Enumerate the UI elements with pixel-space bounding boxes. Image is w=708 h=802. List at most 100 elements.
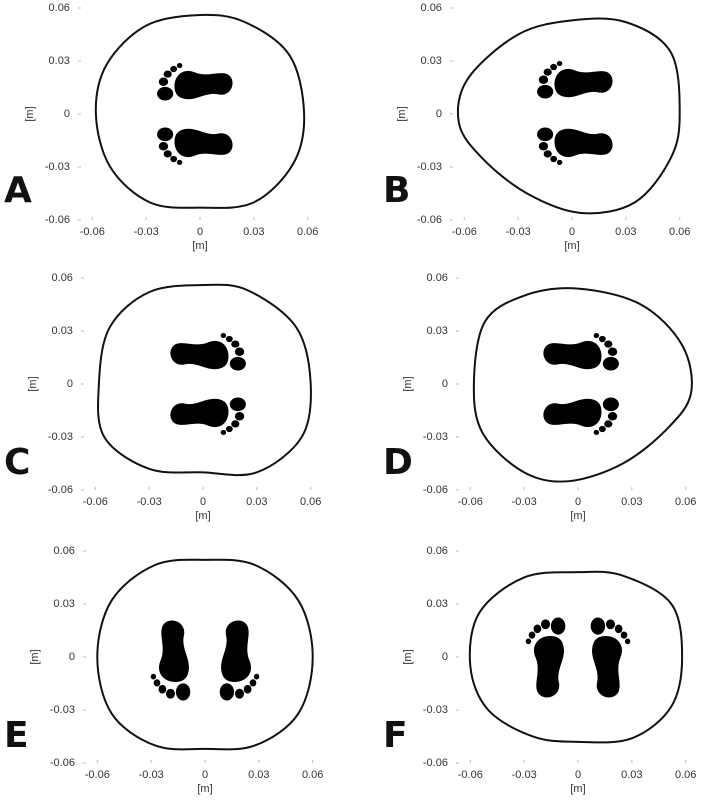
x-tick-label: -0.06 xyxy=(85,769,110,781)
footprint xyxy=(537,61,613,99)
y-tick-label: 0.06 xyxy=(52,272,73,284)
y-tick-label: -0.06 xyxy=(45,214,70,226)
footprint xyxy=(219,620,260,701)
x-tick-label: 0.06 xyxy=(675,496,696,508)
y-tick-label: -0.06 xyxy=(417,214,442,226)
x-axis-label: [m] xyxy=(564,240,579,252)
y-axis-label: [m] xyxy=(402,649,414,664)
y-tick-label: 0.06 xyxy=(49,2,70,14)
y-tick-label: 0.03 xyxy=(427,325,448,337)
panel: -0.06 -0.03 0 0.03 0.06 -0.06 -0.03 0 0.03 0.06 [m… xyxy=(383,272,696,522)
y-tick-label: 0.06 xyxy=(427,272,448,284)
outline xyxy=(96,558,314,751)
x-tick-label: 0.03 xyxy=(248,769,269,781)
x-axis-label: [m] xyxy=(570,510,585,522)
x-tick-label: 0.03 xyxy=(246,496,267,508)
y-axis-label: [m] xyxy=(29,649,41,664)
x-tick-label: 0.03 xyxy=(621,496,642,508)
footprint xyxy=(525,617,566,698)
x-tick-label: -0.03 xyxy=(512,496,537,508)
outline xyxy=(96,283,312,477)
y-tick-label: -0.06 xyxy=(48,484,73,496)
footprint xyxy=(170,333,246,371)
x-tick-label: -0.06 xyxy=(83,496,108,508)
y-tick-label: -0.06 xyxy=(423,484,448,496)
footprint xyxy=(157,127,233,165)
y-tick-label: -0.03 xyxy=(423,431,448,443)
x-tick-label: 0.06 xyxy=(297,226,318,238)
outline xyxy=(472,287,693,483)
x-tick-label: 0 xyxy=(202,769,208,781)
y-tick-label: 0 xyxy=(67,378,73,390)
y-tick-label: -0.03 xyxy=(50,704,75,716)
y-tick-label: 0.03 xyxy=(52,325,73,337)
x-tick-label: -0.03 xyxy=(139,769,164,781)
x-tick-label: -0.06 xyxy=(458,769,483,781)
y-tick-label: -0.03 xyxy=(423,704,448,716)
x-tick-label: 0.06 xyxy=(669,226,690,238)
y-tick-label: 0.03 xyxy=(427,598,448,610)
x-axis-label: [m] xyxy=(192,240,207,252)
footprint xyxy=(150,620,191,701)
y-tick-label: -0.06 xyxy=(50,757,75,769)
x-tick-label: -0.03 xyxy=(134,226,159,238)
x-axis-label: [m] xyxy=(197,783,212,795)
y-axis-label: [m] xyxy=(27,376,39,391)
panel-letter: F xyxy=(383,715,408,756)
y-tick-label: 0.06 xyxy=(54,545,75,557)
x-tick-label: -0.03 xyxy=(512,769,537,781)
x-tick-label: 0 xyxy=(197,226,203,238)
x-tick-label: 0.06 xyxy=(302,769,323,781)
y-tick-label: 0 xyxy=(442,651,448,663)
footprint xyxy=(543,397,619,435)
footprint xyxy=(170,397,246,435)
x-tick-label: 0.03 xyxy=(621,769,642,781)
panel: -0.06 -0.03 0 0.03 0.06 -0.06 -0.03 0 0.03 0.06 [m… xyxy=(4,2,318,252)
x-tick-label: -0.06 xyxy=(458,496,483,508)
panel-letter: E xyxy=(4,715,29,756)
x-tick-label: 0.06 xyxy=(675,769,696,781)
y-axis-label: [m] xyxy=(396,106,408,121)
panel: -0.06 -0.03 0 0.03 0.06 -0.06 -0.03 0 0.03 0.06 [m… xyxy=(4,545,323,795)
panel-letter: A xyxy=(4,170,32,211)
footprint xyxy=(537,127,613,165)
y-tick-label: -0.03 xyxy=(417,161,442,173)
x-tick-label: -0.03 xyxy=(137,496,162,508)
y-axis-label: [m] xyxy=(24,106,36,121)
panel: -0.06 -0.03 0 0.03 0.06 -0.06 -0.03 0 0.03 0.06 [m… xyxy=(383,2,690,252)
y-tick-label: -0.06 xyxy=(423,757,448,769)
footprint xyxy=(590,617,631,698)
y-tick-label: -0.03 xyxy=(45,161,70,173)
x-tick-label: -0.03 xyxy=(506,226,531,238)
x-tick-label: 0.03 xyxy=(243,226,264,238)
x-tick-label: 0 xyxy=(575,496,581,508)
y-tick-label: 0 xyxy=(64,108,70,120)
x-axis-label: [m] xyxy=(195,510,210,522)
y-tick-label: 0.03 xyxy=(49,55,70,67)
panel: -0.06 -0.03 0 0.03 0.06 -0.06 -0.03 0 0.03 0.06 [m… xyxy=(383,545,696,795)
y-tick-label: 0 xyxy=(69,651,75,663)
x-tick-label: 0.03 xyxy=(615,226,636,238)
x-tick-label: 0 xyxy=(575,769,581,781)
y-tick-label: 0 xyxy=(442,378,448,390)
y-tick-label: -0.03 xyxy=(48,431,73,443)
y-tick-label: 0.06 xyxy=(421,2,442,14)
outline xyxy=(468,570,684,744)
panel: -0.06 -0.03 0 0.03 0.06 -0.06 -0.03 0 0.03 0.06 [m… xyxy=(4,272,321,522)
x-tick-label: -0.06 xyxy=(452,226,477,238)
outline xyxy=(456,17,681,215)
footprint xyxy=(543,333,619,371)
footprint xyxy=(157,63,233,101)
x-axis-label: [m] xyxy=(570,783,585,795)
x-tick-label: -0.06 xyxy=(80,226,105,238)
x-tick-label: 0 xyxy=(569,226,575,238)
y-axis-label: [m] xyxy=(402,376,414,391)
panel-letter: D xyxy=(383,442,413,483)
y-tick-label: 0.03 xyxy=(54,598,75,610)
y-tick-label: 0.06 xyxy=(427,545,448,557)
panel-letter: C xyxy=(4,442,30,483)
y-tick-label: 0 xyxy=(436,108,442,120)
x-tick-label: 0 xyxy=(200,496,206,508)
